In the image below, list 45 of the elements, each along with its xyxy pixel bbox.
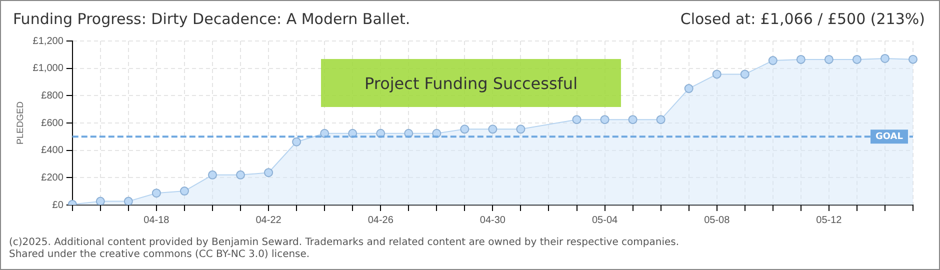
- point: [712, 70, 722, 79]
- y-tick-label: £0: [52, 200, 64, 211]
- point: [852, 54, 862, 64]
- x-tick-label: 05-12: [816, 214, 842, 226]
- point: [96, 196, 105, 205]
- point: [684, 84, 694, 94]
- y-tick-label: £600: [41, 118, 64, 129]
- chart-title: Funding Progress: Dirty Decadence: A Modern Ballet.: [13, 10, 410, 28]
- point: [208, 170, 217, 180]
- point: [656, 115, 666, 124]
- y-tick-label: £200: [41, 172, 64, 184]
- text: (c)2025. Additional content provided by Benjamin Seward. Trademarks and related content are owned by their respective companies.: [9, 237, 680, 249]
- point: [824, 54, 834, 64]
- point: [880, 54, 890, 63]
- x-tick-label: 04-18: [144, 214, 170, 226]
- point: [488, 124, 498, 134]
- point: [740, 70, 750, 79]
- banner: Project Funding Successful: [321, 59, 621, 107]
- point: [572, 115, 582, 124]
- point: [908, 54, 918, 64]
- x-tick-label: 04-22: [256, 214, 282, 226]
- point: [768, 56, 778, 66]
- x-tick-label: 04-26: [368, 214, 394, 226]
- y-tick-label: £1,200: [32, 36, 64, 47]
- x-tick-label: 04-30: [480, 214, 506, 226]
- ref-line-label: GOAL: [876, 132, 904, 142]
- point: [152, 188, 161, 198]
- point: [236, 170, 246, 180]
- text: Shared under the creative commons (CC BY-NC 3.0) license.: [9, 249, 311, 261]
- x-tick-label: 05-04: [592, 214, 618, 226]
- chart-subtitle: Closed at: £1,066 / £500 (213%): [680, 10, 925, 28]
- x-tick-label: 05-08: [704, 214, 730, 226]
- point: [628, 115, 638, 124]
- y-tick-label: £400: [41, 145, 64, 156]
- y-tick-label: £800: [41, 90, 64, 102]
- y-tick-label: £1,000: [32, 63, 64, 74]
- point: [516, 124, 526, 134]
- point: [180, 186, 189, 196]
- y-axis-title: PLEDGED: [14, 100, 25, 145]
- point: [124, 196, 133, 205]
- point: [264, 168, 274, 178]
- point: [796, 54, 806, 64]
- point: [460, 124, 470, 134]
- point: [292, 137, 302, 146]
- point: [600, 115, 610, 124]
